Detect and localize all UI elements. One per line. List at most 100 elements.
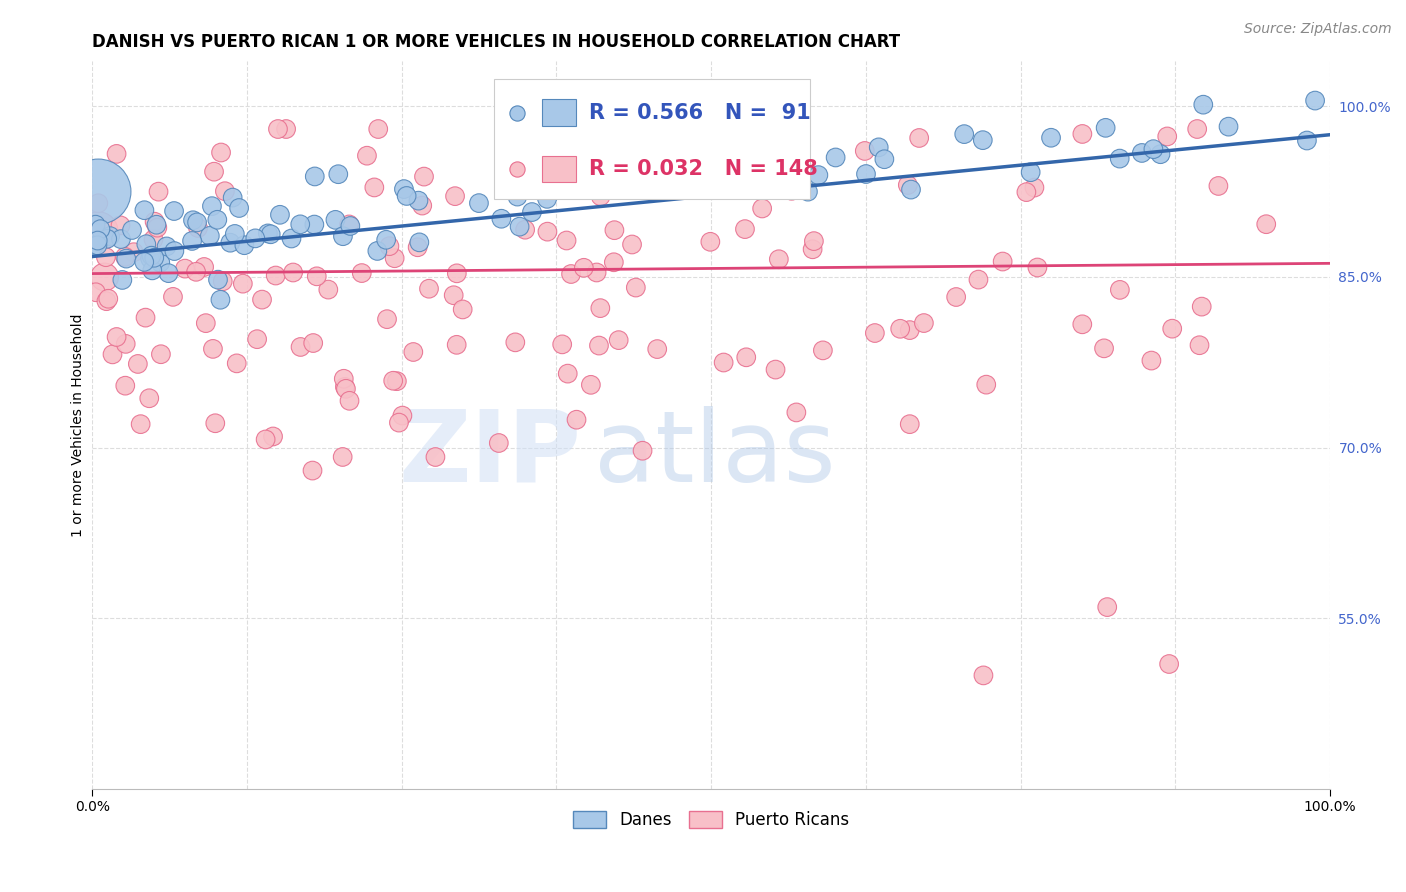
Point xyxy=(685,122,707,136)
Point xyxy=(214,184,236,198)
Point xyxy=(1092,342,1115,356)
Point xyxy=(595,122,617,136)
Point xyxy=(908,131,931,145)
Point xyxy=(1218,120,1240,134)
Point xyxy=(84,285,107,300)
Point xyxy=(143,251,166,265)
Point xyxy=(201,342,224,356)
Point xyxy=(735,351,758,365)
Point xyxy=(245,231,267,245)
Point xyxy=(98,229,121,244)
Point xyxy=(491,211,513,226)
Point xyxy=(274,122,297,136)
Point xyxy=(83,239,105,253)
Point xyxy=(1156,129,1178,144)
Point xyxy=(96,294,118,309)
Point xyxy=(254,433,277,447)
Point xyxy=(134,255,156,269)
Point xyxy=(129,417,152,432)
Point xyxy=(855,167,877,181)
Point xyxy=(84,218,107,232)
Point xyxy=(207,212,229,227)
Point xyxy=(121,223,143,237)
Point xyxy=(588,338,610,352)
Point xyxy=(187,221,209,235)
Point xyxy=(269,208,291,222)
Point xyxy=(115,252,138,266)
Point xyxy=(443,288,465,302)
Point xyxy=(444,189,467,203)
Point xyxy=(181,234,204,248)
Point xyxy=(785,405,807,419)
Point xyxy=(93,270,115,285)
Point xyxy=(267,122,290,136)
Point xyxy=(89,222,111,236)
Point xyxy=(225,356,247,370)
Point xyxy=(209,293,232,307)
Point xyxy=(388,416,411,430)
Point xyxy=(87,234,110,248)
Text: atlas: atlas xyxy=(593,406,835,502)
Point xyxy=(332,450,354,464)
Point xyxy=(363,180,385,194)
Point xyxy=(603,255,626,269)
Point xyxy=(1140,353,1163,368)
Point xyxy=(513,223,536,237)
Point xyxy=(224,227,246,241)
Point xyxy=(811,343,834,358)
Point xyxy=(1108,152,1130,166)
Y-axis label: 1 or more Vehicles in Household: 1 or more Vehicles in Household xyxy=(72,313,86,537)
Point xyxy=(1026,260,1049,275)
Point xyxy=(1161,321,1184,335)
Point xyxy=(96,232,118,246)
Point xyxy=(138,391,160,405)
Point xyxy=(260,227,283,242)
Point xyxy=(246,332,269,346)
Point xyxy=(751,202,773,216)
Point xyxy=(555,234,578,248)
Point xyxy=(1019,165,1042,179)
Point xyxy=(149,347,172,361)
Point xyxy=(579,377,602,392)
FancyBboxPatch shape xyxy=(495,78,810,199)
Point xyxy=(233,238,256,252)
Point xyxy=(699,235,721,249)
Point xyxy=(603,223,626,237)
Point xyxy=(367,122,389,136)
Point xyxy=(207,273,229,287)
Point xyxy=(547,173,569,187)
Point xyxy=(97,292,120,306)
Point xyxy=(406,240,429,254)
Point xyxy=(536,192,558,206)
Point xyxy=(451,302,474,317)
Point xyxy=(619,174,641,188)
Point xyxy=(114,378,136,392)
Point xyxy=(560,267,582,281)
Point xyxy=(228,201,250,215)
Point xyxy=(898,323,921,337)
Point xyxy=(551,337,574,351)
Point xyxy=(86,238,108,252)
Point xyxy=(366,244,388,258)
Legend: Danes, Puerto Ricans: Danes, Puerto Ricans xyxy=(567,804,856,836)
Point xyxy=(135,237,157,252)
Point xyxy=(262,429,284,443)
Point xyxy=(333,372,356,386)
Point xyxy=(801,242,824,256)
Point xyxy=(1208,178,1230,193)
Text: DANISH VS PUERTO RICAN 1 OR MORE VEHICLES IN HOUSEHOLD CORRELATION CHART: DANISH VS PUERTO RICAN 1 OR MORE VEHICLE… xyxy=(93,33,900,51)
Point xyxy=(221,191,243,205)
Point xyxy=(139,252,162,266)
Point xyxy=(302,336,325,351)
Point xyxy=(332,229,354,244)
Point xyxy=(408,194,430,208)
Point xyxy=(111,273,134,287)
Point xyxy=(339,219,361,233)
Point xyxy=(868,140,890,154)
Point xyxy=(945,290,967,304)
Point xyxy=(305,269,328,284)
Point xyxy=(589,301,612,315)
Point xyxy=(110,219,132,233)
Point xyxy=(392,182,415,196)
Point xyxy=(162,290,184,304)
